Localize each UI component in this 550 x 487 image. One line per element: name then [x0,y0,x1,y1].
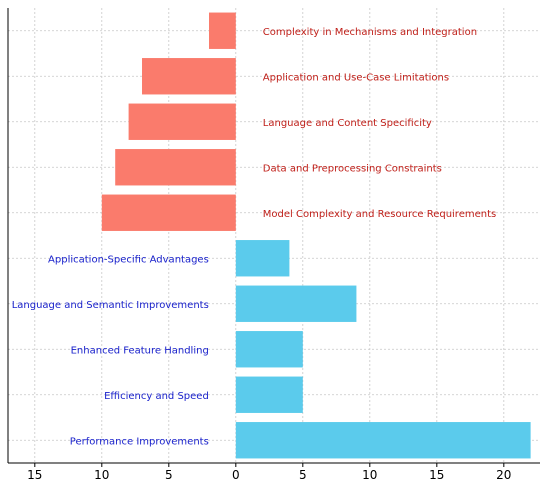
category-label: Model Complexity and Resource Requiremen… [263,209,496,220]
category-label: Data and Preprocessing Constraints [263,163,442,174]
category-labels: Complexity in Mechanisms and Integration… [12,27,497,448]
bar [235,240,290,277]
bar [235,285,357,322]
category-label: Efficiency and Speed [104,391,209,402]
bars [101,12,531,459]
bar [142,58,236,95]
x-tick-label: 5 [299,468,307,482]
x-tick-label: 15 [429,468,444,482]
category-label: Application-Specific Advantages [48,254,209,265]
x-tick-label: 20 [496,468,511,482]
x-tick-label: 5 [165,468,173,482]
category-label: Enhanced Feature Handling [71,345,209,356]
x-tick-label: 10 [362,468,377,482]
category-label: Language and Content Specificity [263,118,432,129]
x-axis: 15 10 5 0 5 10 15 20 [7,8,540,482]
category-label: Application and Use-Case Limitations [263,72,449,83]
bar [235,331,303,368]
x-tick-label: 0 [232,468,240,482]
bar [235,422,531,459]
x-tick-label: 10 [94,468,109,482]
x-tick-label: 15 [27,468,42,482]
bar [235,376,303,413]
category-label: Complexity in Mechanisms and Integration [263,27,477,38]
bar [128,103,236,140]
category-label: Performance Improvements [70,436,209,447]
category-label: Language and Semantic Improvements [12,300,209,311]
bar [101,194,236,231]
bar [209,12,236,49]
bar [115,149,236,186]
